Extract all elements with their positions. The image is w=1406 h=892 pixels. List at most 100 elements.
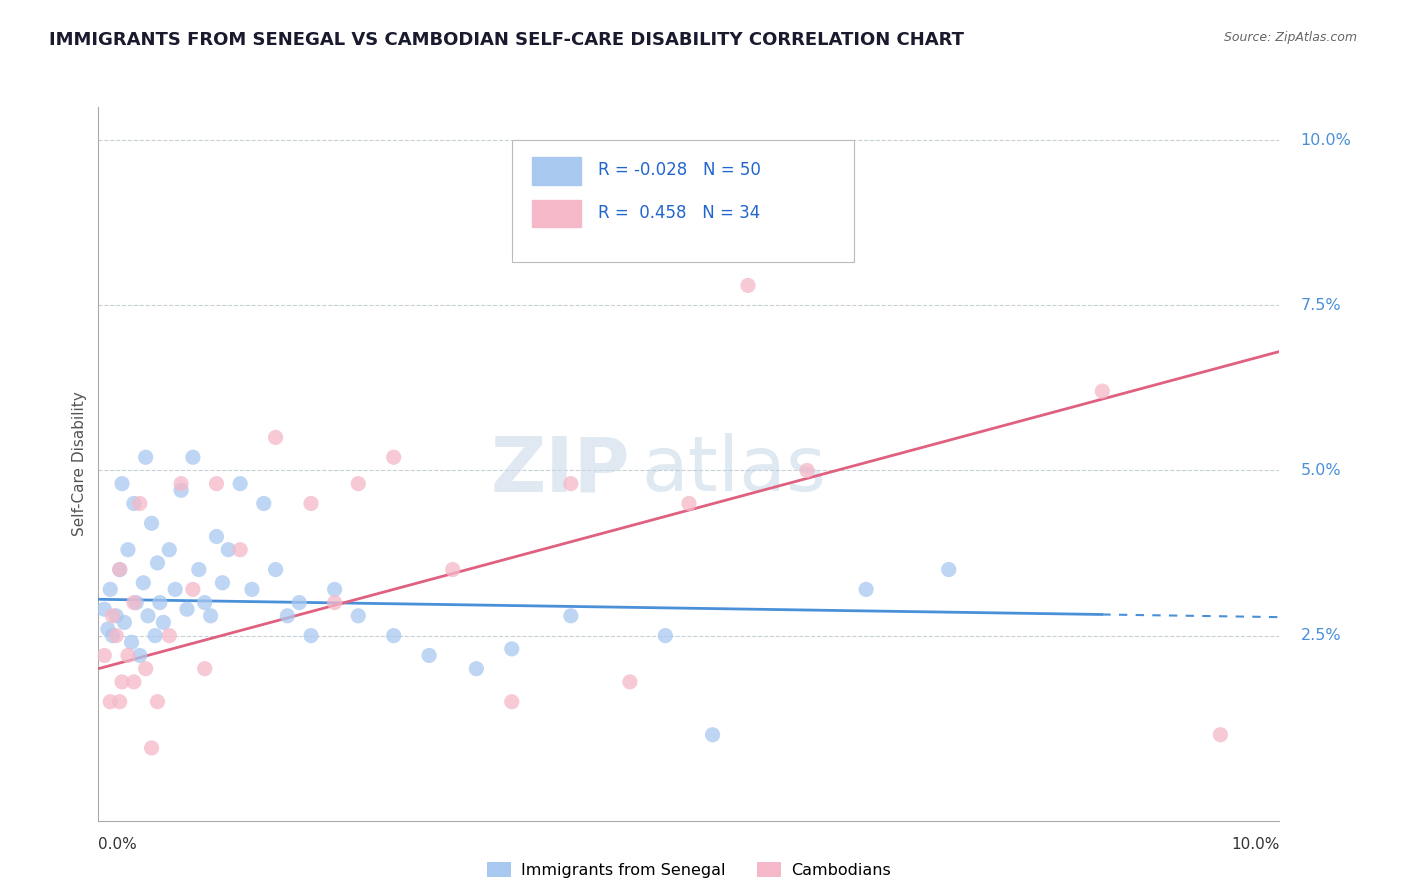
Point	[141, 516, 163, 531]
Point	[264, 430, 287, 444]
Point	[135, 662, 157, 676]
Point	[122, 596, 145, 610]
Point	[205, 476, 228, 491]
Point	[1091, 384, 1114, 399]
Point	[678, 496, 700, 510]
Point	[347, 608, 370, 623]
Point	[108, 563, 131, 577]
Point	[170, 483, 193, 498]
Y-axis label: Self-Care Disability: Self-Care Disability	[72, 392, 87, 536]
Point	[229, 542, 252, 557]
Point	[253, 496, 276, 510]
Point	[122, 674, 145, 689]
Bar	[531, 200, 582, 227]
Point	[122, 496, 145, 510]
Point	[135, 450, 157, 465]
Point	[264, 563, 287, 577]
Point	[560, 608, 582, 623]
Point	[501, 695, 523, 709]
Point	[111, 674, 134, 689]
Point	[112, 615, 135, 630]
Point	[97, 622, 120, 636]
Point	[181, 450, 204, 465]
Point	[132, 575, 155, 590]
Point	[108, 563, 131, 577]
Point	[560, 476, 582, 491]
Point	[217, 542, 239, 557]
Point	[796, 463, 818, 477]
Point	[299, 496, 322, 510]
Point	[128, 648, 150, 663]
Point	[157, 542, 180, 557]
Point	[501, 641, 523, 656]
Point	[165, 582, 187, 597]
Point	[98, 695, 121, 709]
Text: atlas: atlas	[641, 434, 827, 508]
Point	[101, 629, 124, 643]
Point	[276, 608, 298, 623]
Text: R =  0.458   N = 34: R = 0.458 N = 34	[598, 203, 761, 222]
Text: 10.0%: 10.0%	[1301, 133, 1351, 147]
Point	[441, 563, 464, 577]
Point	[855, 582, 877, 597]
Point	[176, 602, 198, 616]
Point	[143, 629, 166, 643]
Point	[288, 596, 311, 610]
Point	[187, 563, 209, 577]
Point	[702, 728, 724, 742]
Point	[111, 476, 134, 491]
Legend: Immigrants from Senegal, Cambodians: Immigrants from Senegal, Cambodians	[481, 855, 897, 884]
Point	[125, 596, 148, 610]
Point	[170, 476, 193, 491]
FancyBboxPatch shape	[512, 140, 855, 262]
Bar	[531, 157, 582, 185]
Point	[146, 556, 169, 570]
Point	[146, 695, 169, 709]
Point	[205, 529, 228, 543]
Point	[108, 695, 131, 709]
Point	[323, 582, 346, 597]
Point	[382, 450, 405, 465]
Text: IMMIGRANTS FROM SENEGAL VS CAMBODIAN SELF-CARE DISABILITY CORRELATION CHART: IMMIGRANTS FROM SENEGAL VS CAMBODIAN SEL…	[49, 31, 965, 49]
Text: 10.0%: 10.0%	[1232, 838, 1279, 852]
Point	[136, 608, 159, 623]
Point	[211, 575, 233, 590]
Point	[149, 596, 172, 610]
Point	[465, 662, 488, 676]
Point	[121, 635, 143, 649]
Point	[117, 542, 139, 557]
Point	[240, 582, 263, 597]
Point	[117, 648, 139, 663]
Text: 2.5%: 2.5%	[1301, 628, 1341, 643]
Point	[229, 476, 252, 491]
Point	[194, 596, 217, 610]
Text: 7.5%: 7.5%	[1301, 298, 1341, 313]
Text: R = -0.028   N = 50: R = -0.028 N = 50	[598, 161, 761, 179]
Point	[93, 648, 115, 663]
Point	[938, 563, 960, 577]
Point	[200, 608, 222, 623]
Point	[93, 602, 115, 616]
Point	[737, 278, 759, 293]
Point	[101, 608, 124, 623]
Point	[299, 629, 322, 643]
Point	[152, 615, 174, 630]
Point	[347, 476, 370, 491]
Text: ZIP: ZIP	[491, 434, 630, 508]
Point	[157, 629, 180, 643]
Text: Source: ZipAtlas.com: Source: ZipAtlas.com	[1223, 31, 1357, 45]
Point	[141, 741, 163, 756]
Point	[181, 582, 204, 597]
Point	[194, 662, 217, 676]
Point	[619, 674, 641, 689]
Point	[382, 629, 405, 643]
Text: 0.0%: 0.0%	[98, 838, 138, 852]
Point	[1209, 728, 1232, 742]
Point	[654, 629, 676, 643]
Point	[128, 496, 150, 510]
Point	[323, 596, 346, 610]
Point	[98, 582, 121, 597]
Point	[105, 608, 128, 623]
Point	[418, 648, 440, 663]
Text: 5.0%: 5.0%	[1301, 463, 1341, 478]
